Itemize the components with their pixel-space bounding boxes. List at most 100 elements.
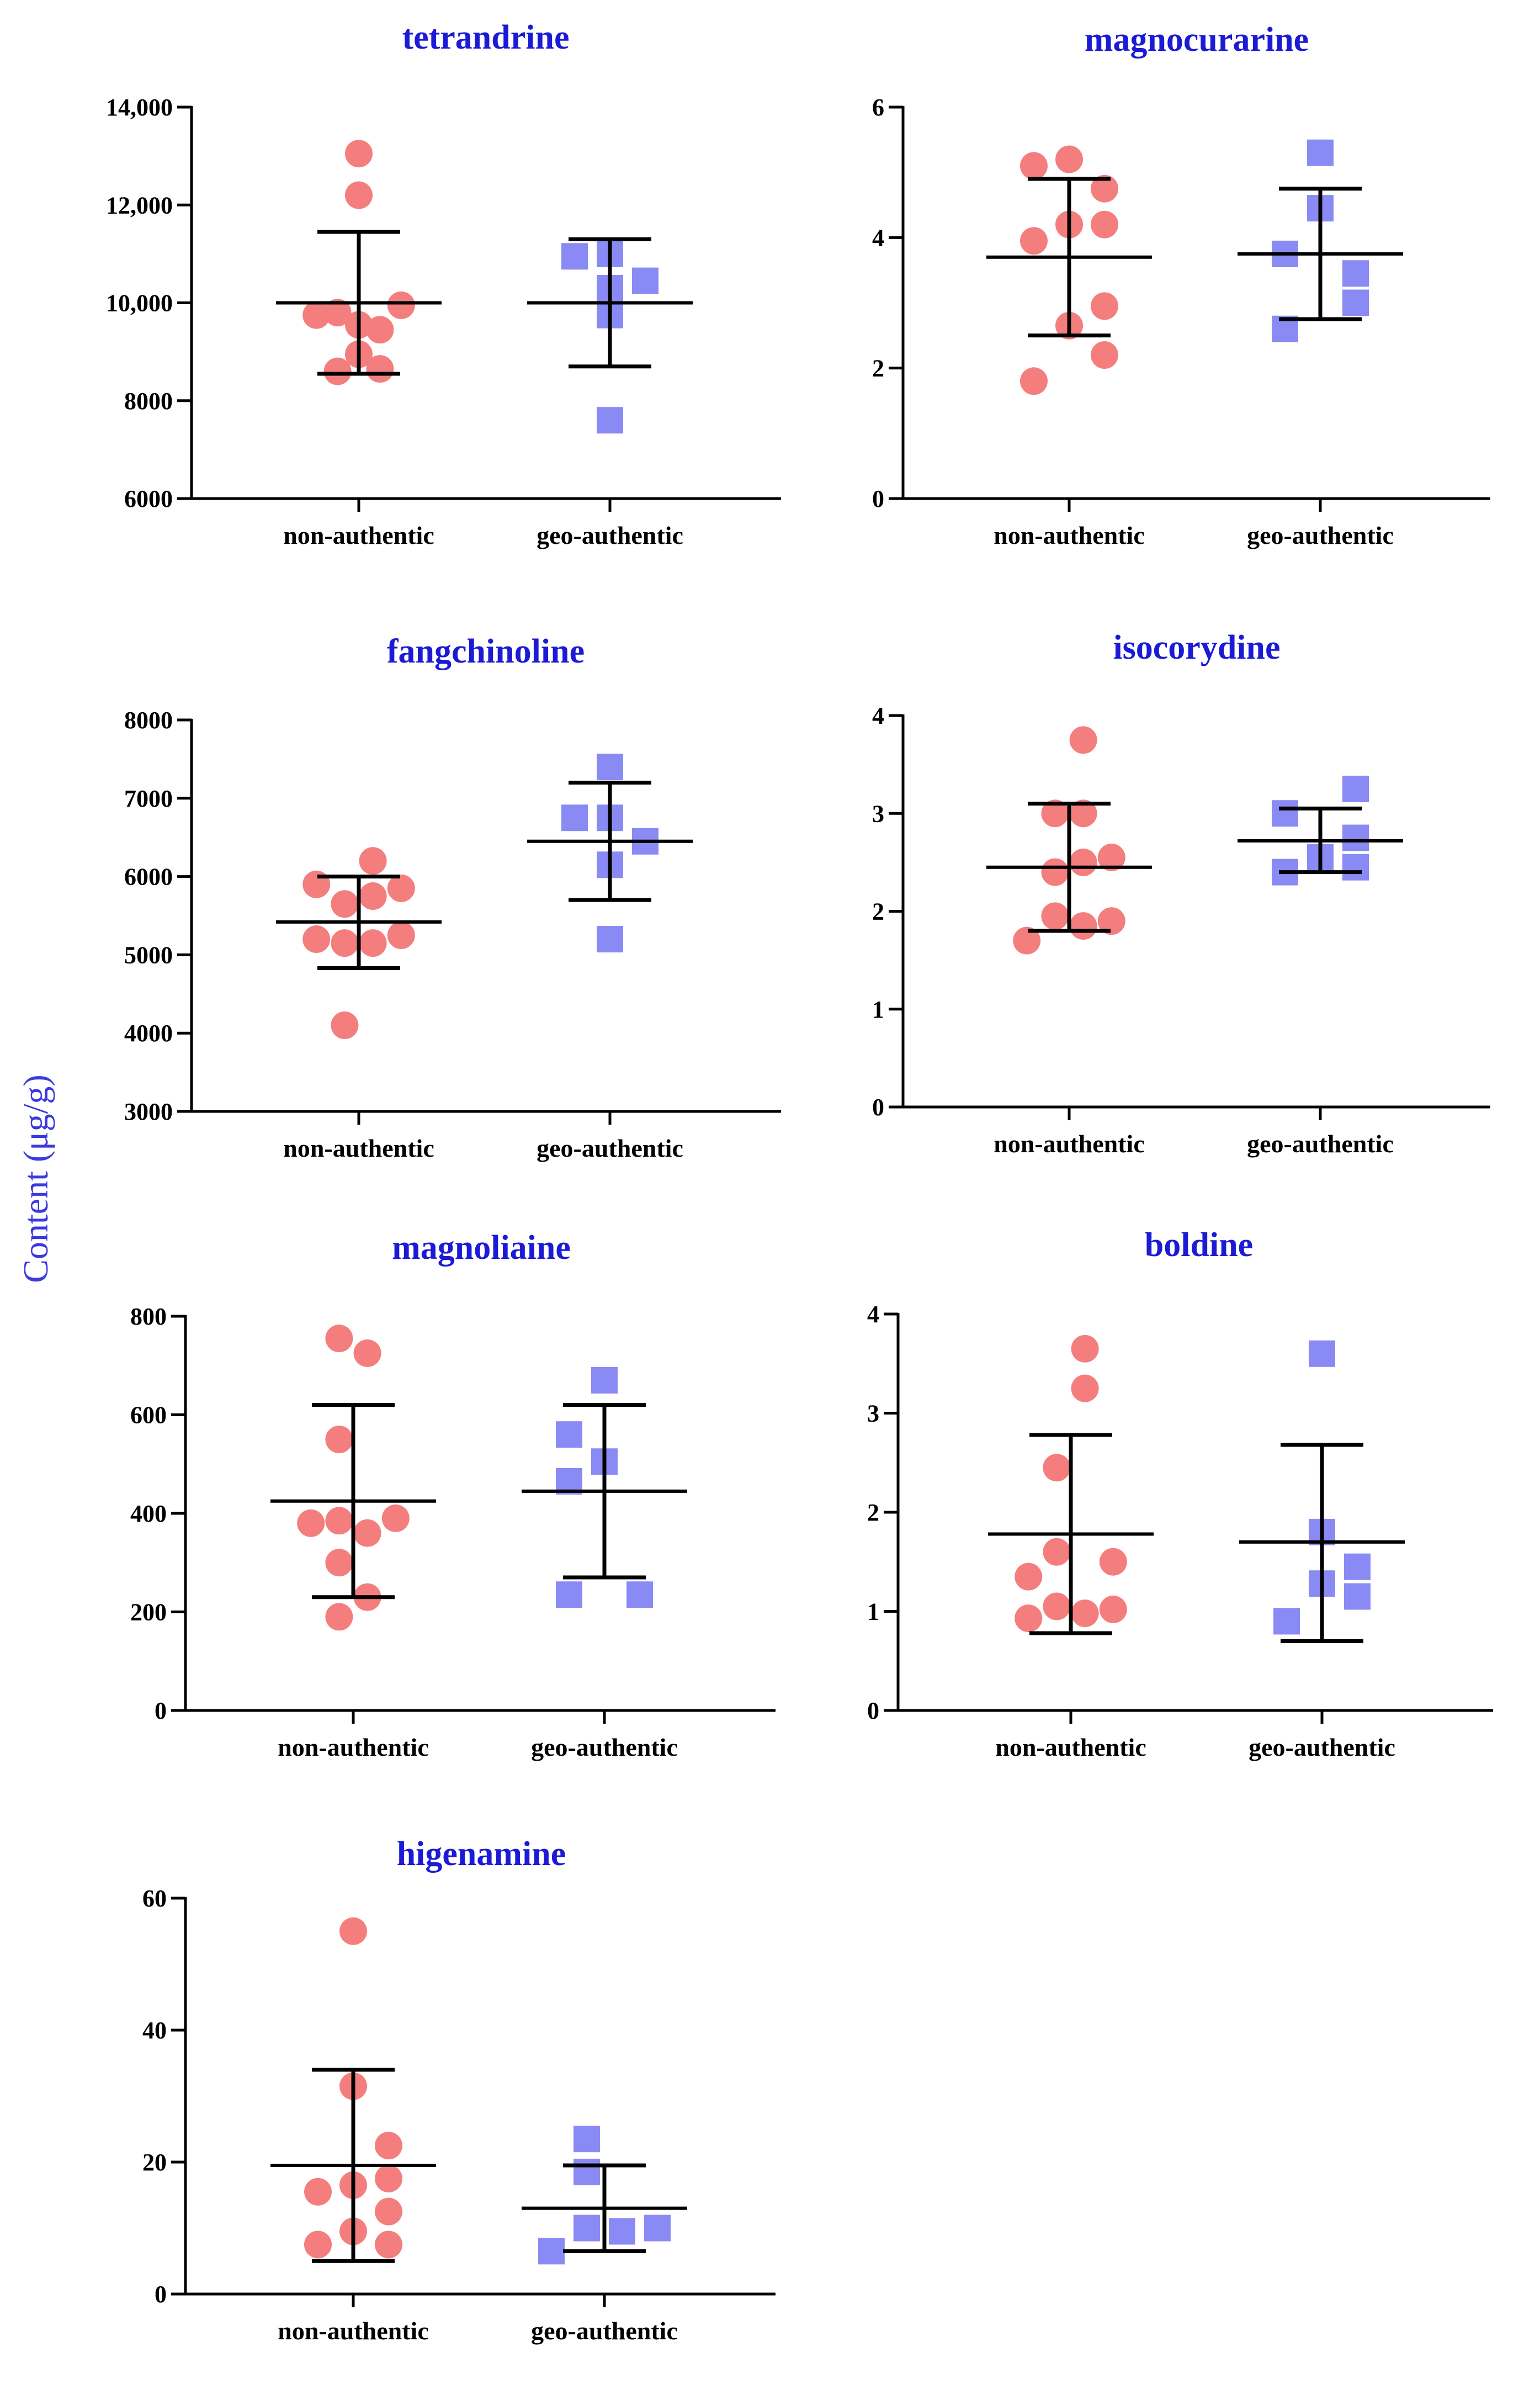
- data-point-circle: [323, 357, 352, 385]
- data-point-square: [1309, 1340, 1335, 1367]
- y-tick-label: 0: [872, 1094, 884, 1121]
- y-tick-label: 6: [872, 94, 884, 121]
- data-point-circle: [359, 929, 387, 957]
- data-point-circle: [1069, 848, 1097, 876]
- y-tick-label: 4: [867, 1301, 879, 1328]
- x-tick-label: non-authentic: [283, 521, 434, 549]
- y-tick-label: 8000: [124, 707, 173, 734]
- data-point-circle: [375, 2164, 402, 2192]
- data-point-circle: [325, 1325, 353, 1353]
- chart-title: isocorydine: [1113, 629, 1280, 666]
- y-tick-label: 2: [867, 1499, 879, 1526]
- y-tick-label: 6000: [124, 864, 173, 891]
- y-tick-label: 2: [872, 355, 884, 382]
- data-point-circle: [339, 1917, 367, 1945]
- data-point-circle: [1041, 858, 1069, 886]
- data-point-circle: [304, 2178, 332, 2206]
- data-point-square: [626, 1581, 653, 1608]
- data-point-circle: [366, 355, 394, 383]
- data-point-circle: [1091, 292, 1118, 320]
- data-point-circle: [345, 181, 373, 209]
- y-tick-label: 0: [867, 1697, 879, 1724]
- data-point-circle: [387, 291, 415, 319]
- y-tick-label: 4000: [124, 1020, 173, 1047]
- y-tick-label: 600: [130, 1402, 167, 1429]
- y-tick-label: 0: [872, 485, 884, 512]
- y-tick-label: 8000: [124, 388, 173, 415]
- x-tick-label: non-authentic: [278, 1733, 428, 1761]
- y-tick-label: 0: [155, 2281, 167, 2308]
- data-point-circle: [1097, 844, 1125, 872]
- data-point-circle: [1043, 1454, 1071, 1482]
- y-tick-label: 2: [872, 898, 884, 925]
- x-tick-label: geo-authentic: [537, 521, 683, 549]
- data-point-circle: [323, 299, 352, 327]
- data-point-circle: [1069, 799, 1097, 828]
- data-point-circle: [1099, 1548, 1127, 1576]
- x-tick-label: non-authentic: [994, 521, 1144, 549]
- data-point-square: [573, 2215, 600, 2242]
- data-point-square: [1344, 1583, 1371, 1610]
- x-tick-label: geo-authentic: [1247, 1130, 1394, 1158]
- data-point-circle: [387, 921, 415, 949]
- chart-title: magnoliaine: [392, 1229, 571, 1267]
- data-point-square: [1342, 854, 1369, 881]
- y-tick-label: 200: [130, 1599, 167, 1626]
- y-tick-label: 7000: [124, 785, 173, 812]
- y-tick-label: 5000: [124, 941, 173, 968]
- data-point-square: [556, 1581, 582, 1608]
- data-point-circle: [325, 1603, 353, 1631]
- chart-title: higenamine: [397, 1835, 566, 1873]
- data-point-circle: [304, 2231, 332, 2259]
- data-point-square: [1342, 775, 1369, 802]
- y-tick-label: 400: [130, 1500, 167, 1527]
- data-point-circle: [375, 2231, 402, 2259]
- data-point-circle: [353, 1519, 381, 1547]
- y-tick-label: 3: [867, 1400, 879, 1427]
- data-point-square: [597, 926, 623, 953]
- data-point-square: [597, 407, 623, 434]
- data-point-square: [573, 2158, 600, 2185]
- data-point-circle: [325, 1549, 353, 1577]
- chart-title: boldine: [1145, 1226, 1253, 1264]
- data-point-circle: [302, 925, 331, 954]
- data-point-circle: [1015, 1604, 1043, 1633]
- x-tick-label: non-authentic: [283, 1134, 434, 1162]
- data-point-circle: [331, 929, 359, 957]
- data-point-circle: [1097, 907, 1125, 935]
- data-point-circle: [1015, 1562, 1043, 1591]
- data-point-circle: [1013, 926, 1041, 955]
- data-point-circle: [1043, 1592, 1071, 1620]
- y-tick-label: 4: [872, 224, 884, 251]
- y-tick-label: 12,000: [106, 192, 173, 219]
- y-tick-label: 4: [872, 702, 884, 729]
- data-point-circle: [331, 1011, 359, 1040]
- data-point-circle: [302, 301, 331, 329]
- data-point-square: [1273, 1608, 1300, 1635]
- data-point-square: [561, 243, 588, 270]
- data-point-square: [561, 804, 588, 831]
- y-tick-label: 3: [872, 800, 884, 827]
- data-point-circle: [387, 874, 415, 902]
- x-tick-label: geo-authentic: [531, 1733, 678, 1761]
- data-point-square: [573, 2126, 600, 2153]
- data-point-circle: [1041, 902, 1069, 930]
- data-point-circle: [1041, 799, 1069, 828]
- data-point-square: [632, 267, 659, 294]
- x-tick-label: non-authentic: [278, 2317, 428, 2345]
- data-point-square: [609, 2218, 635, 2245]
- y-tick-label: 800: [130, 1303, 167, 1330]
- x-tick-label: geo-authentic: [1247, 521, 1394, 549]
- y-tick-label: 0: [155, 1697, 167, 1724]
- y-tick-label: 3000: [124, 1098, 173, 1125]
- data-point-square: [1342, 289, 1369, 316]
- data-point-square: [1342, 824, 1369, 851]
- data-point-circle: [1071, 1599, 1099, 1628]
- x-tick-label: geo-authentic: [537, 1134, 683, 1162]
- y-tick-label: 1: [872, 996, 884, 1023]
- data-point-circle: [353, 1339, 381, 1367]
- y-tick-label: 14,000: [106, 94, 173, 121]
- chart-title: tetrandrine: [402, 19, 569, 56]
- data-point-square: [597, 754, 623, 781]
- data-point-circle: [1043, 1538, 1071, 1566]
